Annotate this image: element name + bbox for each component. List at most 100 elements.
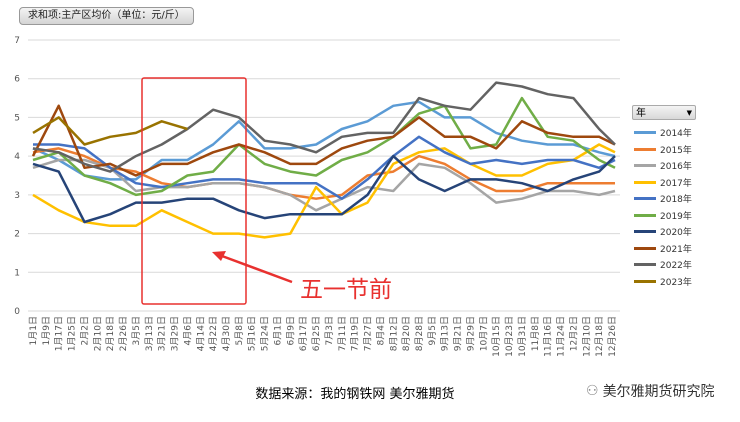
x-tick-label: 11月16日 (543, 316, 554, 357)
legend-item: 2014年 (634, 126, 692, 139)
legend-label: 2022年 (660, 261, 692, 271)
dropdown-arrow-icon: ▼ (686, 109, 692, 117)
series-line-2015年 (32, 147, 615, 200)
legend-swatch (634, 197, 656, 200)
x-tick-label: 9月13日 (440, 316, 451, 351)
x-tick-label: 7月11日 (337, 316, 348, 351)
x-tick-label: 11月24日 (556, 316, 567, 357)
series-line-2018年 (33, 135, 616, 200)
series-line-2021年 (31, 104, 616, 177)
x-tick-label: 1月9日 (41, 316, 52, 345)
legend-item: 2022年 (634, 258, 692, 271)
legend-item: 2018年 (634, 192, 692, 205)
x-tick-label: 9月29日 (465, 316, 476, 351)
legend-label: 2016年 (660, 162, 692, 172)
x-tick-label: 10月23日 (504, 316, 515, 357)
legend-label: 2014年 (660, 129, 692, 139)
x-tick-label: 3月29日 (170, 316, 181, 351)
legend-label: 2021年 (660, 244, 692, 255)
x-tick-label: 9月5日 (427, 316, 438, 345)
series-line-2016年 (32, 158, 616, 212)
x-tick-label: 6月9日 (285, 316, 296, 345)
legend-swatch (634, 180, 656, 184)
highlight-box (141, 77, 247, 305)
x-tick-label: 3月5日 (131, 316, 142, 345)
x-tick-label: 8月12日 (388, 316, 399, 351)
x-tick-label: 8月20日 (401, 316, 412, 351)
y-tick-label: 4 (14, 152, 20, 162)
legend-swatch (634, 131, 656, 134)
source-note: 数据来源：我的钢铁网 美尔雅期货 (255, 387, 455, 402)
series-line-2022年 (32, 81, 616, 173)
series-line-2019年 (32, 96, 616, 197)
wechat-icon: ⚇ (586, 383, 599, 399)
legend-item: 2016年 (634, 159, 692, 172)
x-tick-label: 12月18日 (594, 316, 605, 357)
x-tick-label: 6月1日 (272, 316, 283, 345)
series-line-2020年 (32, 154, 616, 224)
y-tick-label: 3 (14, 191, 20, 201)
y-tick-label: 5 (14, 113, 20, 123)
legend-swatch (634, 213, 656, 217)
legend-swatch (634, 263, 656, 266)
x-tick-label: 4月30日 (221, 316, 232, 351)
legend-item: 2023年 (634, 275, 692, 288)
legend-item: 2019年 (634, 209, 692, 222)
legend-label: 2019年 (660, 211, 692, 222)
x-tick-label: 4月6日 (182, 316, 193, 345)
x-tick-label: 2月18日 (105, 316, 116, 351)
legend-swatch (634, 147, 656, 151)
x-tick-label: 1月17日 (54, 316, 65, 351)
x-tick-label: 10月7日 (478, 316, 489, 351)
x-tick-label: 10月15日 (491, 316, 502, 357)
x-tick-label: 1月25日 (67, 316, 78, 351)
legend-label: 2020年 (660, 228, 692, 238)
legend-filter-dropdown[interactable]: 年 ▼ (632, 105, 696, 120)
annotation-label: 五一节前 (300, 277, 392, 303)
y-tick-label: 1 (14, 268, 20, 278)
legend-swatch (634, 164, 656, 167)
field-button[interactable]: 求和项:主产区均价（单位：元/斤） (19, 7, 194, 25)
series-line-2023年 (32, 116, 188, 146)
legend-label: 2018年 (660, 195, 692, 205)
legend-item: 2015年 (634, 143, 692, 156)
x-tick-label: 12月2日 (568, 316, 579, 351)
x-tick-label: 2月10日 (92, 316, 103, 351)
arrow-head-icon (212, 251, 226, 261)
x-tick-label: 9月21日 (453, 316, 464, 351)
x-tick-label: 2月26日 (118, 316, 129, 351)
x-tick-label: 4月14日 (195, 316, 206, 351)
x-tick-label: 8月4日 (375, 316, 386, 345)
x-tick-label: 5月8日 (234, 316, 245, 345)
x-tick-label: 11月8日 (530, 316, 541, 351)
series-line-2017年 (32, 143, 616, 239)
legend-label: 2015年 (660, 145, 692, 156)
legend-item: 2020年 (634, 225, 692, 238)
legend-label: 2017年 (660, 178, 692, 189)
x-tick-label: 5月16日 (247, 316, 258, 351)
legend-swatch (634, 246, 656, 250)
y-tick-label: 7 (14, 36, 20, 46)
x-tick-label: 5月24日 (260, 316, 271, 351)
legend-swatch (634, 230, 656, 233)
watermark-text: 美尔雅期货研究院 (602, 384, 715, 400)
x-tick-label: 4月22日 (208, 316, 219, 351)
legend-swatch (634, 279, 656, 283)
legend-item: 2017年 (634, 176, 692, 189)
annotation-arrow (221, 254, 293, 284)
x-tick-label: 3月13日 (144, 316, 155, 351)
y-tick-label: 6 (14, 75, 20, 85)
x-tick-label: 3月21日 (157, 316, 168, 351)
legend-label: 2023年 (660, 277, 692, 288)
x-tick-label: 6月17日 (298, 316, 309, 351)
watermark: ⚇ 美尔雅期货研究院 (586, 381, 715, 401)
x-tick-label: 7月3日 (324, 316, 335, 345)
x-tick-label: 12月26日 (607, 316, 618, 357)
x-tick-label: 7月19日 (350, 316, 361, 351)
x-tick-label: 12月10日 (581, 316, 592, 357)
y-tick-label: 2 (14, 230, 20, 240)
y-tick-label: 0 (14, 307, 20, 317)
x-tick-label: 1月1日 (28, 316, 39, 345)
x-tick-label: 6月25日 (311, 316, 322, 351)
